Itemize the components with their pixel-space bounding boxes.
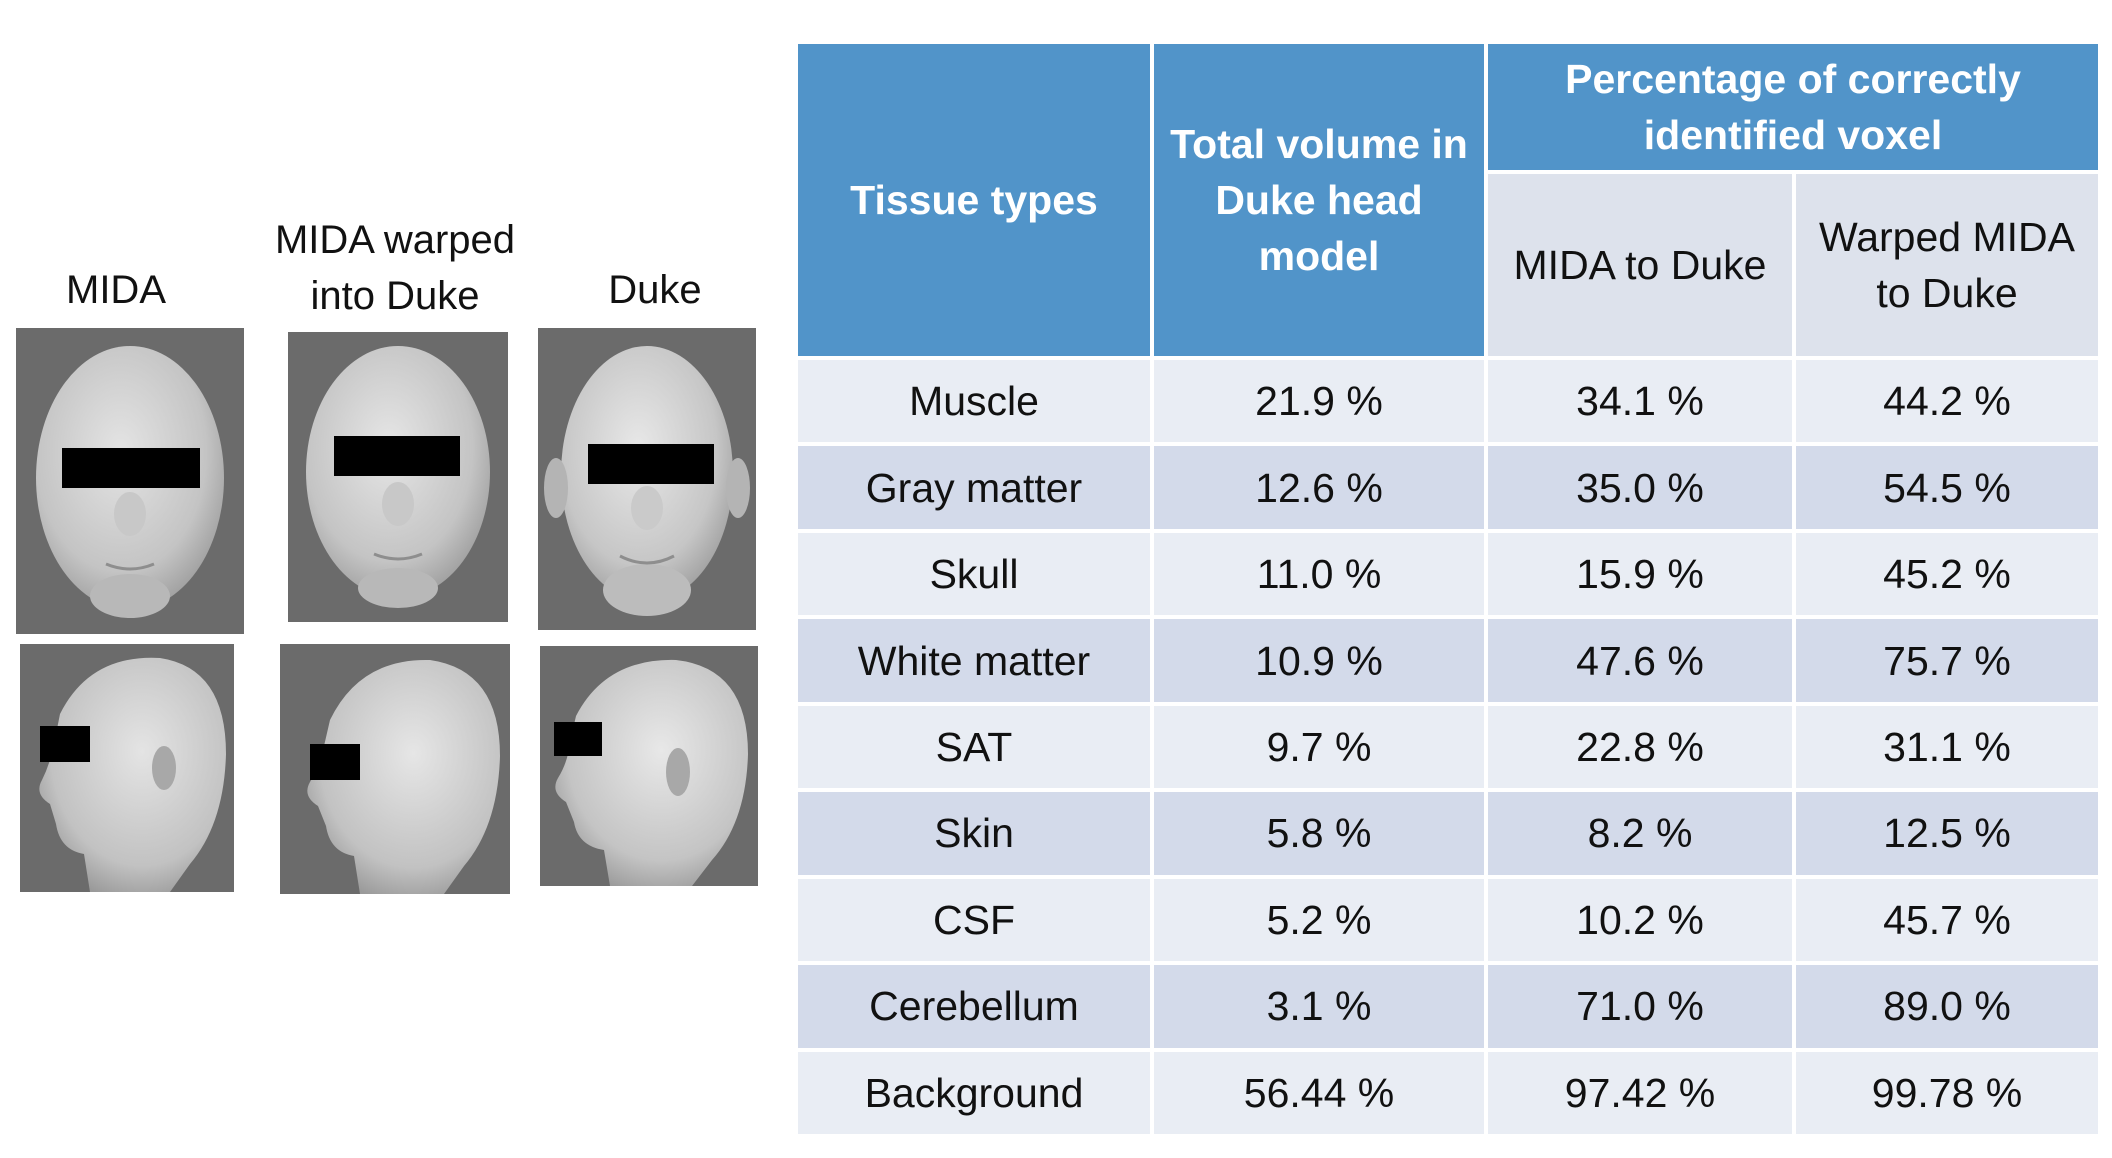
cell-volume: 9.7 %	[1154, 705, 1484, 789]
cell-warped-mida-to-duke: 12.5 %	[1796, 792, 2098, 875]
mida-warped-side-view	[280, 644, 510, 894]
mida-side-view	[20, 644, 234, 892]
cell-mida-to-duke: 15.9 %	[1488, 532, 1792, 616]
head-side-render	[555, 659, 748, 886]
table-row: Muscle 21.9 % 34.1 % 44.2 %	[798, 360, 2098, 443]
duke-front-view	[538, 328, 756, 630]
censor-bar	[62, 448, 200, 488]
censor-bar	[588, 444, 714, 484]
cell-warped-mida-to-duke: 54.5 %	[1796, 446, 2098, 529]
column-label-duke: Duke	[608, 268, 702, 312]
header-tissue-types: Tissue types	[798, 44, 1150, 356]
cell-warped-mida-to-duke: 44.2 %	[1796, 360, 2098, 443]
tissue-identification-table: Tissue types Total volume in Duke head m…	[794, 40, 2102, 1138]
cell-mida-to-duke: 71.0 %	[1488, 965, 1792, 1048]
cell-volume: 3.1 %	[1154, 965, 1484, 1048]
table-row: Cerebellum 3.1 % 71.0 % 89.0 %	[798, 965, 2098, 1048]
cell-mida-to-duke: 8.2 %	[1488, 792, 1792, 875]
header-percentage-group: Percentage of correctly identified voxel	[1488, 44, 2098, 170]
table-row: CSF 5.2 % 10.2 % 45.7 %	[798, 878, 2098, 962]
head-side-render	[39, 657, 227, 892]
cell-tissue: White matter	[798, 619, 1150, 702]
cell-warped-mida-to-duke: 45.7 %	[1796, 878, 2098, 962]
cell-mida-to-duke: 10.2 %	[1488, 878, 1792, 962]
cell-warped-mida-to-duke: 89.0 %	[1796, 965, 2098, 1048]
table-row: White matter 10.9 % 47.6 % 75.7 %	[798, 619, 2098, 702]
cell-warped-mida-to-duke: 75.7 %	[1796, 619, 2098, 702]
cell-mida-to-duke: 47.6 %	[1488, 619, 1792, 702]
cell-volume: 5.8 %	[1154, 792, 1484, 875]
header-total-volume: Total volume in Duke head model	[1154, 44, 1484, 356]
cell-volume: 56.44 %	[1154, 1051, 1484, 1134]
cell-volume: 12.6 %	[1154, 446, 1484, 529]
table-row: Skin 5.8 % 8.2 % 12.5 %	[798, 792, 2098, 875]
mida-front-view	[16, 328, 244, 634]
censor-bar	[40, 726, 90, 762]
table-row: Gray matter 12.6 % 35.0 % 54.5 %	[798, 446, 2098, 529]
cell-volume: 21.9 %	[1154, 360, 1484, 443]
cell-warped-mida-to-duke: 45.2 %	[1796, 532, 2098, 616]
header-warped-mida-to-duke: Warped MIDA to Duke	[1796, 174, 2098, 356]
duke-side-view	[540, 646, 758, 886]
cell-tissue: Skin	[798, 792, 1150, 875]
head-side-render	[307, 659, 500, 894]
cell-volume: 11.0 %	[1154, 532, 1484, 616]
cell-tissue: Gray matter	[798, 446, 1150, 529]
head-front-render	[306, 346, 490, 608]
cell-volume: 10.9 %	[1154, 619, 1484, 702]
cell-tissue: Cerebellum	[798, 965, 1150, 1048]
column-label-mida-warped: MIDA warped into Duke	[274, 218, 516, 318]
cell-warped-mida-to-duke: 99.78 %	[1796, 1051, 2098, 1134]
header-mida-to-duke: MIDA to Duke	[1488, 174, 1792, 356]
table-row: Background 56.44 % 97.42 % 99.78 %	[798, 1051, 2098, 1134]
cell-mida-to-duke: 97.42 %	[1488, 1051, 1792, 1134]
cell-mida-to-duke: 22.8 %	[1488, 705, 1792, 789]
cell-tissue: Skull	[798, 532, 1150, 616]
cell-tissue: Background	[798, 1051, 1150, 1134]
cell-volume: 5.2 %	[1154, 878, 1484, 962]
censor-bar	[334, 436, 460, 476]
cell-tissue: Muscle	[798, 360, 1150, 443]
cell-mida-to-duke: 35.0 %	[1488, 446, 1792, 529]
table-row: Skull 11.0 % 15.9 % 45.2 %	[798, 532, 2098, 616]
cell-tissue: CSF	[798, 878, 1150, 962]
cell-warped-mida-to-duke: 31.1 %	[1796, 705, 2098, 789]
mida-warped-front-view	[288, 332, 508, 622]
column-label-mida: MIDA	[66, 268, 166, 312]
cell-tissue: SAT	[798, 705, 1150, 789]
censor-bar	[554, 722, 602, 756]
cell-mida-to-duke: 34.1 %	[1488, 360, 1792, 443]
table-row: SAT 9.7 % 22.8 % 31.1 %	[798, 705, 2098, 789]
censor-bar	[310, 744, 360, 780]
